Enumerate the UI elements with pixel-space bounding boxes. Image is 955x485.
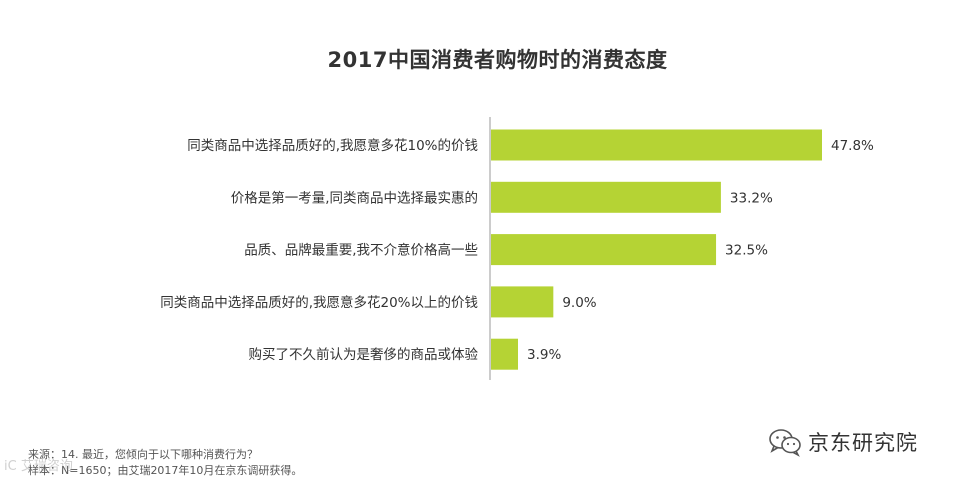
bars-group: 同类商品中选择品质好的,我愿意多花10%的价钱 47.8% 价格是第一考量,同类商品… (160, 129, 874, 370)
bar-0 (491, 129, 822, 161)
bar-3 (491, 286, 554, 318)
category-label-4: 购买了不久前认为是奢侈的商品或体验 (249, 346, 479, 363)
category-label-3: 同类商品中选择品质好的,我愿意多花20%以上的价钱 (160, 294, 478, 311)
value-label-0: 47.8% (831, 138, 874, 154)
bar-2 (491, 234, 717, 266)
value-label-4: 3.9% (527, 347, 561, 363)
bar-4 (491, 338, 519, 370)
wechat-icon (769, 429, 801, 457)
brand-name: 京东研究院 (808, 431, 918, 455)
value-label-2: 32.5% (725, 243, 768, 259)
value-label-3: 9.0% (562, 295, 596, 311)
bar-1 (491, 181, 721, 213)
category-label-2: 品质、品牌最重要,我不介意价格高一些 (244, 242, 478, 259)
value-label-1: 33.2% (730, 190, 773, 206)
watermark: iC 艾瑞咨询 (4, 459, 73, 474)
category-label-1: 价格是第一考量,同类商品中选择最实惠的 (231, 189, 478, 206)
footnote-sample: 样本：N=1650；由艾瑞2017年10月在京东调研获得。 (28, 464, 303, 477)
category-label-0: 同类商品中选择品质好的,我愿意多花10%的价钱 (187, 137, 478, 154)
chart-title: 2017中国消费者购物时的消费态度 (327, 48, 668, 72)
brand-logo: 京东研究院 (768, 425, 918, 459)
footnote-source: 来源：14. 最近，您倾向于以下哪种消费行为？ (28, 448, 258, 461)
